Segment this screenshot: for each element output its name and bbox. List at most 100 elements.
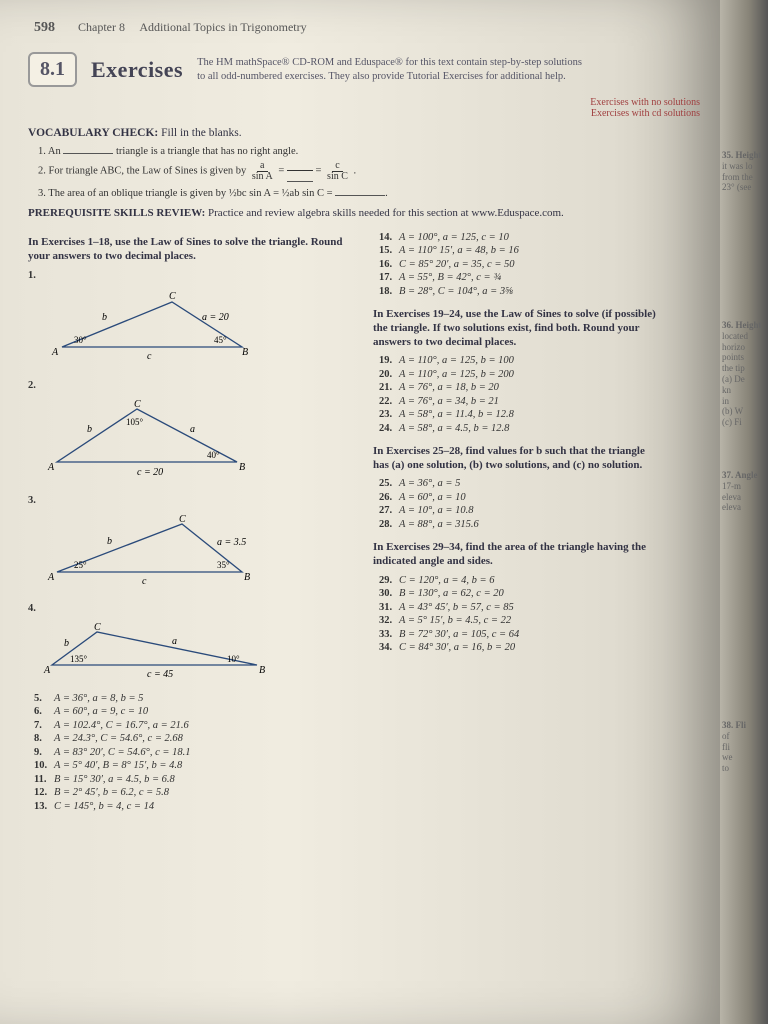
- right-column: 14.A = 100°, a = 125, c = 10 15.A = 110°…: [373, 229, 700, 814]
- svg-text:A: A: [47, 572, 55, 583]
- vocab-items: 1. An triangle is a triangle that has no…: [28, 143, 700, 199]
- svg-text:a = 20: a = 20: [202, 312, 229, 323]
- svg-text:25°: 25°: [74, 560, 87, 570]
- svg-text:b: b: [102, 312, 107, 323]
- exercise-18: 18.B = 28°, C = 104°, a = 3⅝: [379, 286, 700, 297]
- vocab-heading: VOCABULARY CHECK: Fill in the blanks.: [28, 127, 700, 139]
- triangle-1: C a = 20 b 30° 45° A B c: [42, 287, 355, 370]
- vocab-q2: 2. For triangle ABC, the Law of Sines is…: [38, 160, 700, 182]
- svg-text:B: B: [239, 462, 245, 473]
- svg-text:b: b: [107, 536, 112, 547]
- exercise-23: 23.A = 58°, a = 11.4, b = 12.8: [379, 409, 700, 420]
- exercise-5: 5.A = 36°, a = 8, b = 5: [34, 693, 355, 704]
- svg-text:c: c: [147, 351, 152, 362]
- fraction: csin C: [324, 161, 351, 182]
- vocab-q1: 1. An triangle is a triangle that has no…: [38, 143, 700, 157]
- exercise-10: 10.A = 5° 40′, B = 8° 15′, b = 4.8: [34, 760, 355, 771]
- exercise-29: 29.C = 120°, a = 4, b = 6: [379, 575, 700, 586]
- triangle-2: C b a 105° 40° A B c = 20: [42, 397, 355, 485]
- exercise-25: 25.A = 36°, a = 5: [379, 478, 700, 489]
- exercise-15: 15.A = 110° 15′, a = 48, b = 16: [379, 245, 700, 256]
- exercise-3-label: 3.: [28, 495, 355, 506]
- section-number: 8.1: [28, 52, 77, 87]
- svg-text:135°: 135°: [70, 654, 88, 664]
- svg-text:B: B: [259, 665, 265, 676]
- svg-text:c: c: [142, 576, 147, 587]
- triangle-3-svg: C b a = 3.5 25° 35° A B c: [42, 512, 262, 590]
- instructions-19-24: In Exercises 19–24, use the Law of Sines…: [373, 307, 700, 350]
- textbook-page: 598 Chapter 8 Additional Topics in Trigo…: [0, 0, 720, 1024]
- exercise-22: 22.A = 76°, a = 34, b = 21: [379, 396, 700, 407]
- page-number: 598: [34, 20, 55, 35]
- exercise-28: 28.A = 88°, a = 315.6: [379, 519, 700, 530]
- left-column: In Exercises 1–18, use the Law of Sines …: [28, 229, 355, 814]
- svg-text:35°: 35°: [217, 560, 230, 570]
- exercise-24: 24.A = 58°, a = 4.5, b = 12.8: [379, 423, 700, 434]
- svg-text:45°: 45°: [214, 335, 227, 345]
- exercise-26: 26.A = 60°, a = 10: [379, 492, 700, 503]
- svg-text:C: C: [169, 291, 176, 302]
- svg-text:B: B: [242, 347, 248, 358]
- exercise-11: 11.B = 15° 30′, a = 4.5, b = 6.8: [34, 774, 355, 785]
- exercise-30: 30.B = 130°, a = 62, c = 20: [379, 588, 700, 599]
- section-title: Exercises: [91, 57, 183, 83]
- exercise-21: 21.A = 76°, a = 18, b = 20: [379, 382, 700, 393]
- exercise-31: 31.A = 43° 45′, b = 57, c = 85: [379, 602, 700, 613]
- instructions-25-28: In Exercises 25–28, find values for b su…: [373, 444, 700, 473]
- exercise-33: 33.B = 72° 30′, a = 105, c = 64: [379, 629, 700, 640]
- prereq-heading: PREREQUISITE SKILLS REVIEW: Practice and…: [28, 207, 700, 219]
- exercise-16: 16.C = 85° 20′, a = 35, c = 50: [379, 259, 700, 270]
- exercise-7: 7.A = 102.4°, C = 16.7°, a = 21.6: [34, 720, 355, 731]
- side-37: 37. Angle 17-m eleva eleva: [722, 470, 766, 513]
- exercise-17: 17.A = 55°, B = 42°, c = ¾: [379, 272, 700, 283]
- svg-text:105°: 105°: [126, 417, 144, 427]
- svg-text:c = 45: c = 45: [147, 669, 173, 680]
- exercise-34: 34.C = 84° 30′, a = 16, b = 20: [379, 642, 700, 653]
- fraction: asin A: [249, 161, 276, 182]
- svg-text:40°: 40°: [207, 450, 220, 460]
- side-35: 35. Height it was lo from the 23° (see: [722, 150, 766, 193]
- exercise-27: 27.A = 10°, a = 10.8: [379, 505, 700, 516]
- chapter-label: Chapter 8: [78, 20, 125, 34]
- svg-text:b: b: [87, 424, 92, 435]
- section-description: The HM mathSpace® CD-ROM and Eduspace® f…: [197, 56, 700, 83]
- side-36: 36. Height located horizo points the tip…: [722, 320, 766, 428]
- exercise-2-label: 2.: [28, 380, 355, 391]
- blank: [335, 185, 385, 196]
- exercise-13: 13.C = 145°, b = 4, c = 14: [34, 801, 355, 812]
- svg-text:C: C: [94, 622, 101, 633]
- exercise-14: 14.A = 100°, a = 125, c = 10: [379, 232, 700, 243]
- triangle-1-svg: C a = 20 b 30° 45° A B c: [42, 287, 262, 367]
- fraction-blank: [287, 160, 313, 182]
- exercise-columns: In Exercises 1–18, use the Law of Sines …: [28, 229, 700, 814]
- exercise-20: 20.A = 110°, a = 125, b = 200: [379, 369, 700, 380]
- exercise-1-label: 1.: [28, 270, 355, 281]
- svg-text:B: B: [244, 572, 250, 583]
- triangle-4: C b a 135° 10° A B c = 45: [42, 620, 355, 683]
- svg-text:a: a: [190, 424, 195, 435]
- exercises-note: Exercises with no solutions Exercises wi…: [28, 97, 700, 119]
- triangle-4-svg: C b a 135° 10° A B c = 45: [42, 620, 272, 680]
- chapter-title: Additional Topics in Trigonometry: [139, 20, 306, 34]
- triangle-3: C b a = 3.5 25° 35° A B c: [42, 512, 355, 593]
- page-header: 598 Chapter 8 Additional Topics in Trigo…: [28, 20, 700, 36]
- blank: [63, 143, 113, 154]
- exercise-12: 12.B = 2° 45′, b = 6.2, c = 5.8: [34, 787, 355, 798]
- exercise-32: 32.A = 5° 15′, b = 4.5, c = 22: [379, 615, 700, 626]
- svg-text:C: C: [134, 399, 141, 410]
- svg-text:A: A: [47, 462, 55, 473]
- svg-text:10°: 10°: [227, 654, 240, 664]
- instructions-1-18: In Exercises 1–18, use the Law of Sines …: [28, 235, 355, 264]
- exercise-8: 8.A = 24.3°, C = 54.6°, c = 2.68: [34, 733, 355, 744]
- svg-text:b: b: [64, 638, 69, 649]
- svg-text:C: C: [179, 514, 186, 525]
- exercise-4-label: 4.: [28, 603, 355, 614]
- exercise-6: 6.A = 60°, a = 9, c = 10: [34, 706, 355, 717]
- svg-text:c = 20: c = 20: [137, 467, 163, 478]
- svg-text:a: a: [172, 636, 177, 647]
- instructions-29-34: In Exercises 29–34, find the area of the…: [373, 540, 700, 569]
- section-header: 8.1 Exercises The HM mathSpace® CD-ROM a…: [28, 52, 700, 87]
- side-38: 38. Fli of fli we to: [722, 720, 766, 774]
- svg-text:A: A: [43, 665, 51, 676]
- exercise-9: 9.A = 83° 20′, C = 54.6°, c = 18.1: [34, 747, 355, 758]
